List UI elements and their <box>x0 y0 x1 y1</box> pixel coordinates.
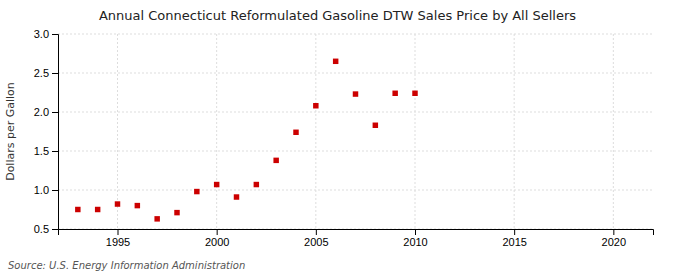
grid-line <box>613 34 614 229</box>
y-axis: 0.5 1.0 1.5 2.0 2.5 3.0 <box>34 28 59 235</box>
y-tick-mark <box>52 190 58 191</box>
point <box>75 207 80 212</box>
y-tick-label: 1.5 <box>34 145 49 157</box>
point <box>135 203 140 208</box>
point <box>154 216 159 221</box>
grid <box>58 34 653 229</box>
point <box>353 91 358 96</box>
y-tick-mark <box>52 73 58 74</box>
grid-line <box>58 112 653 113</box>
x-tick: 1995 <box>106 229 130 248</box>
x-tick-mark <box>118 229 119 235</box>
point <box>95 207 100 212</box>
y-tick: 1.0 <box>34 184 58 196</box>
y-tick: 3.0 <box>34 28 58 40</box>
x-axis-line <box>59 230 654 236</box>
x-tick-label: 2005 <box>304 236 328 248</box>
y-tick-label: 0.5 <box>34 223 49 235</box>
x-tick-mark <box>415 229 416 235</box>
x-tick-mark <box>316 229 317 235</box>
point <box>115 201 120 206</box>
x-tick-label: 2020 <box>602 236 626 248</box>
chart: 1995 2000 2005 2010 2015 2020 0.5 1.0 1.5 2.0 2.5 3… <box>0 0 675 275</box>
y-tick-mark <box>52 229 58 230</box>
x-tick: 2005 <box>304 229 328 248</box>
point <box>392 91 397 96</box>
grid-line <box>58 34 653 35</box>
grid-line <box>58 190 653 191</box>
y-tick: 0.5 <box>34 223 58 235</box>
y-tick-label: 2.0 <box>34 106 49 118</box>
point <box>214 182 219 187</box>
point <box>194 189 199 194</box>
grid-line <box>216 34 217 229</box>
points <box>75 59 418 222</box>
y-tick-mark <box>52 151 58 152</box>
y-tick: 2.5 <box>34 67 58 79</box>
grid-line <box>514 34 515 229</box>
x-tick-label: 2015 <box>502 236 526 248</box>
point <box>254 182 259 187</box>
x-tick-mark <box>217 229 218 235</box>
x-tick-label: 1995 <box>106 236 130 248</box>
grid-line <box>315 34 316 229</box>
point <box>293 130 298 135</box>
y-tick-label: 3.0 <box>34 28 49 40</box>
point <box>234 194 239 199</box>
point <box>373 123 378 128</box>
grid-line <box>58 73 653 74</box>
x-tick-mark <box>613 229 614 235</box>
x-tick-label: 2010 <box>403 236 427 248</box>
plot: 1995 2000 2005 2010 2015 2020 0.5 1.0 1.5 2.0 2.5 3… <box>34 28 654 248</box>
x-tick: 2015 <box>502 229 526 248</box>
x-tick: 2020 <box>602 229 626 248</box>
point <box>273 158 278 163</box>
y-tick-mark <box>52 112 58 113</box>
point <box>174 210 179 215</box>
title: Annual Connecticut Reformulated Gasoline… <box>99 8 576 23</box>
point <box>333 59 338 64</box>
grid-line <box>415 34 416 229</box>
x-tick: 2000 <box>205 229 229 248</box>
point <box>412 91 417 96</box>
y-axis-label: Dollars per Gallon <box>4 82 17 181</box>
annotation: Source: U.S. Energy Information Administ… <box>8 260 245 271</box>
point <box>313 103 318 108</box>
y-tick: 2.0 <box>34 106 58 118</box>
y-tick: 1.5 <box>34 145 58 157</box>
y-tick-label: 1.0 <box>34 184 49 196</box>
y-axis-line <box>52 35 59 230</box>
x-tick: 2010 <box>403 229 427 248</box>
x-tick-mark <box>514 229 515 235</box>
grid-line <box>58 151 653 152</box>
x-axis: 1995 2000 2005 2010 2015 2020 <box>59 229 654 248</box>
x-tick-label: 2000 <box>205 236 229 248</box>
y-tick-label: 2.5 <box>34 67 49 79</box>
y-tick-mark <box>52 34 58 35</box>
grid-line <box>117 34 118 229</box>
